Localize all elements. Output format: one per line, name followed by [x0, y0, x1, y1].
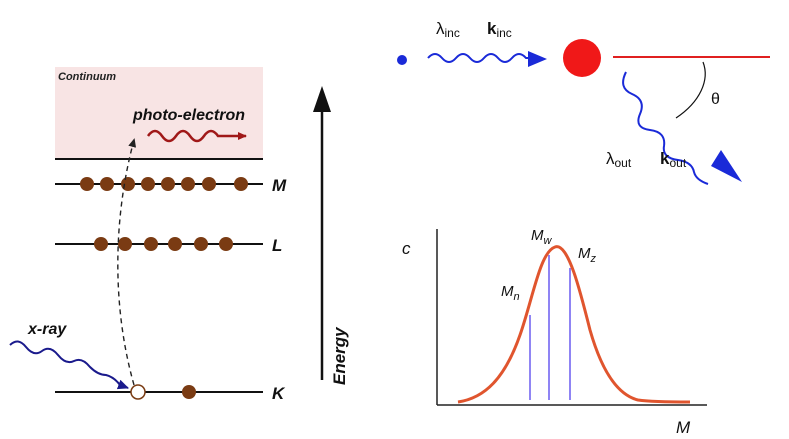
shell-L: L: [55, 236, 282, 255]
incident-arrowhead: [528, 51, 547, 67]
photoelectric-diagram: Continuum photo-electron M: [9, 67, 349, 403]
xray-wave: [9, 340, 129, 390]
electron: [141, 177, 155, 191]
marker-label-mz: Mz: [578, 245, 597, 265]
energy-axis-arrowhead: [313, 86, 331, 112]
angle-arc: [675, 61, 706, 119]
outgoing-wavelength-label: λout: [606, 149, 632, 170]
electron-vacancy: [130, 384, 146, 400]
electron: [202, 177, 216, 191]
shell-L-label: L: [272, 236, 282, 255]
electron: [80, 177, 94, 191]
angle-label: θ: [711, 91, 720, 108]
marker-label-mn: Mn: [501, 283, 520, 303]
electron: [144, 237, 158, 251]
electron: [94, 237, 108, 251]
electron: [121, 177, 135, 191]
incident-wavelength-label: λinc: [436, 19, 460, 40]
photo-electron-label: photo-electron: [132, 107, 245, 124]
electron: [194, 237, 208, 251]
scattering-particle: [563, 39, 601, 77]
ejection-path: [117, 138, 137, 386]
electron: [168, 237, 182, 251]
distribution-curve: [457, 245, 691, 404]
continuum-region: [55, 67, 263, 159]
continuum-label: Continuum: [58, 71, 116, 83]
outgoing-wavevector-label: kout: [660, 149, 687, 170]
energy-label: Energy: [330, 326, 349, 385]
energy-axis: Energy: [313, 86, 349, 385]
electron: [118, 237, 132, 251]
electron: [100, 177, 114, 191]
small-particle: [397, 55, 407, 65]
scattered-arrowhead: [711, 150, 742, 182]
electron: [219, 237, 233, 251]
scattering-diagram: λinc kinc θ λout kout: [397, 19, 770, 185]
electron: [182, 385, 196, 399]
shell-M: M: [55, 176, 287, 195]
shell-M-electrons: [80, 177, 248, 191]
electron: [161, 177, 175, 191]
photo-electron-wave: [146, 129, 247, 143]
y-axis-label: c: [402, 239, 411, 258]
electron: [234, 177, 248, 191]
xray-label: x-ray: [27, 321, 67, 338]
shell-M-label: M: [272, 176, 287, 195]
x-axis-label: M: [676, 418, 691, 437]
shell-K: K: [55, 384, 286, 403]
incident-wave: [427, 53, 532, 63]
incident-wavevector-label: kinc: [487, 19, 512, 40]
marker-label-mw: Mw: [531, 227, 553, 247]
electron: [181, 177, 195, 191]
scattered-wave: [622, 71, 709, 185]
shell-K-label: K: [272, 384, 286, 403]
distribution-diagram: c M Mn Mw Mz: [402, 227, 707, 437]
shell-L-electrons: [94, 237, 233, 251]
